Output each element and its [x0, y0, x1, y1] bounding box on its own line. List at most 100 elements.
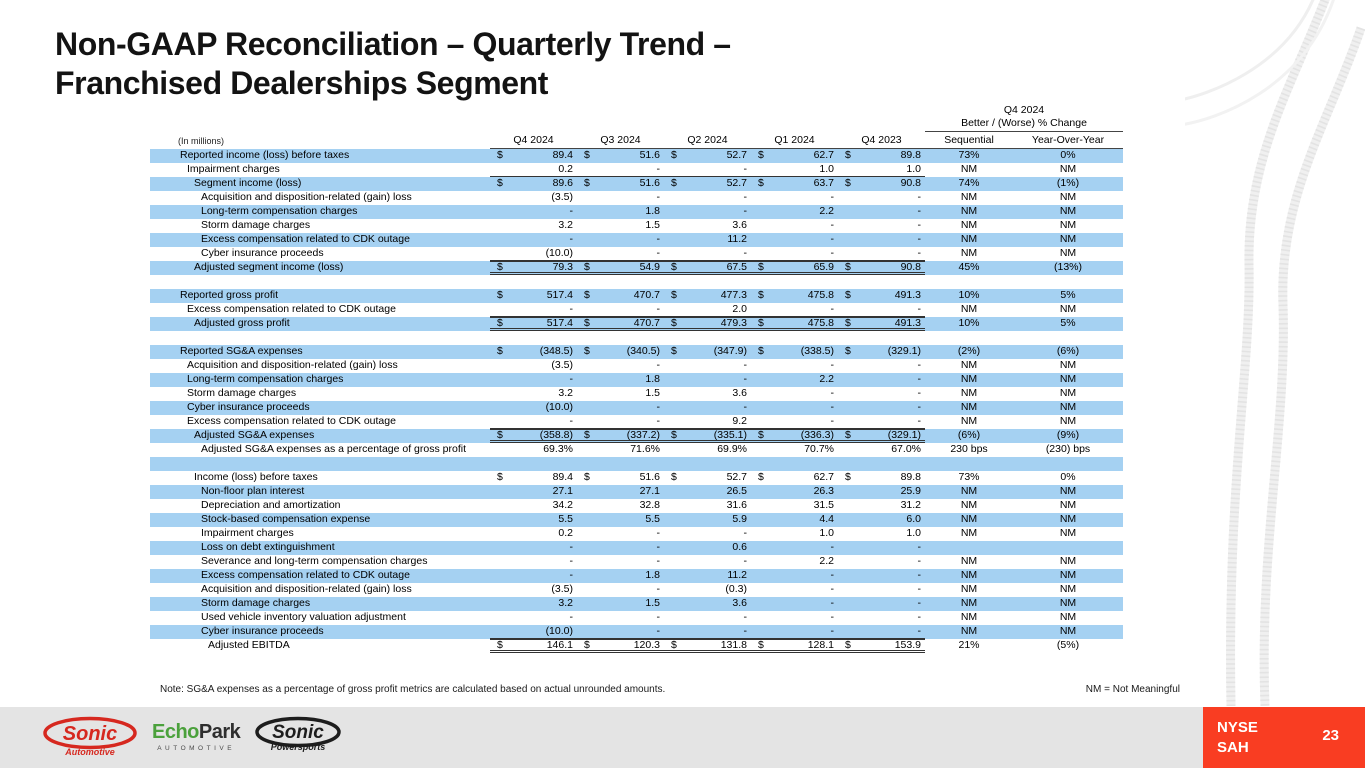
tire-tracks-graphic	[1185, 0, 1365, 706]
yoy-cell: (1%)	[1056, 177, 1080, 189]
value-cell: 5.5	[645, 513, 660, 525]
sequential-cell: NM	[960, 401, 978, 413]
yoy-cell: NM	[1059, 555, 1077, 567]
table-row: Adjusted gross profit $517.4 $470.7 $479.3 $…	[150, 317, 1123, 331]
value-cell: -	[656, 247, 661, 259]
quarter-column-header: Q1 2024	[774, 134, 815, 146]
value-cell: -	[917, 569, 922, 581]
value-cell: -	[743, 163, 748, 175]
value-cell: $ (338.5)	[758, 345, 834, 357]
value-cell: $470.7	[584, 317, 660, 329]
yoy-cell: NM	[1059, 219, 1077, 231]
sequential-cell: NM	[960, 555, 978, 567]
value-cell: 4.4	[819, 513, 834, 525]
table-row: Loss on debt extinguishment - - 0.6 - -	[150, 541, 1123, 555]
yoy-cell: NM	[1059, 359, 1077, 371]
svg-text:Automotive: Automotive	[64, 747, 115, 757]
yoy-cell: NM	[1059, 611, 1077, 623]
row-label: Severance and long-term compensation cha…	[201, 555, 428, 567]
value-cell: $146.1	[497, 639, 573, 651]
value-cell: -	[656, 191, 661, 203]
value-cell: 1.5	[645, 597, 660, 609]
table-row: Non-floor plan interest 27.1 27.1 26.5 26.3 2…	[150, 485, 1123, 499]
value-cell: $89.4	[497, 471, 573, 483]
sequential-cell: NM	[960, 233, 978, 245]
table-row: Excess compensation related to CDK outag…	[150, 303, 1123, 317]
nm-legend: NM = Not Meaningful	[1085, 684, 1180, 695]
change-header: Q4 2024 Better / (Worse) % Change Sequen…	[925, 104, 1123, 149]
value-cell: $52.7	[671, 177, 747, 189]
value-cell: 0.2	[558, 163, 573, 175]
value-cell: 31.6	[726, 499, 747, 511]
value-cell: -	[656, 303, 661, 315]
value-cell: -	[917, 583, 922, 595]
page-number: 23	[1322, 727, 1339, 744]
table-row: Excess compensation related to CDK outag…	[150, 233, 1123, 247]
value-cell: -	[569, 555, 574, 567]
value-cell: -	[569, 303, 574, 315]
value-cell: $120.3	[584, 639, 660, 651]
value-cell: 3.6	[732, 219, 747, 231]
sequential-cell: NM	[960, 611, 978, 623]
echopark-logo: EchoPark AUTOMOTIVE	[152, 720, 241, 752]
value-cell: $52.7	[671, 471, 747, 483]
table-row: Income (loss) before taxes $89.4 $51.6 $52.…	[150, 471, 1123, 485]
value-cell: -	[917, 555, 922, 567]
value-cell: -	[656, 163, 661, 175]
value-cell: $89.6	[497, 177, 573, 189]
quarter-header-row: Q4 2024 Q3 2024 Q2 2024 Q1 2024 Q4 2023	[490, 134, 925, 149]
table-row: Adjusted SG&A expenses $ (358.8) $ (337.2) $(…	[150, 429, 1123, 443]
value-cell: -	[830, 415, 835, 427]
value-cell: -	[743, 247, 748, 259]
value-cell: 32.8	[639, 499, 660, 511]
row-label: Impairment charges	[201, 527, 294, 539]
table-row: Cyber insurance proceeds (10.0) - - - - NM NM	[150, 401, 1123, 415]
sequential-cell: 10%	[958, 317, 980, 329]
change-header-caption: Better / (Worse) % Change	[925, 117, 1123, 132]
row-label: Adjusted SG&A expenses	[194, 429, 315, 441]
value-cell: -	[656, 625, 661, 637]
value-cell: 1.0	[906, 527, 921, 539]
value-cell: $89.8	[845, 149, 921, 161]
row-label: Excess compensation related to CDK outag…	[187, 303, 396, 315]
sequential-column-header: Sequential	[944, 134, 994, 146]
sequential-cell: NM	[960, 513, 978, 525]
value-cell: -	[830, 359, 835, 371]
table-row: Adjusted SG&A expenses as a percentage o…	[150, 443, 1123, 457]
sequential-cell: NM	[960, 527, 978, 539]
value-cell: 1.5	[645, 387, 660, 399]
row-label: Reported income (loss) before taxes	[180, 149, 350, 161]
table-row	[150, 331, 1123, 345]
yoy-cell: NM	[1059, 163, 1077, 175]
value-cell: $ (337.2)	[584, 429, 660, 441]
value-cell: -	[917, 247, 922, 259]
table-row: Reported SG&A expenses $ (348.5) $ (340.5) $(…	[150, 345, 1123, 359]
sequential-cell: 74%	[958, 177, 980, 189]
row-label: Cyber insurance proceeds	[201, 247, 324, 259]
value-cell: -	[830, 219, 835, 231]
svg-text:Powersports: Powersports	[271, 742, 326, 752]
value-cell: 5.5	[558, 513, 573, 525]
value-cell: 1.5	[645, 219, 660, 231]
value-cell: 69.3%	[543, 443, 573, 455]
yoy-cell: NM	[1059, 205, 1077, 217]
row-label: Reported gross profit	[180, 289, 279, 301]
value-cell: 34.2	[552, 499, 573, 511]
value-cell: 3.2	[558, 387, 573, 399]
sequential-cell: (6%)	[957, 429, 981, 441]
value-cell: -	[830, 597, 835, 609]
table-row: Long-term compensation charges - 1.8 - 2.2 - N…	[150, 373, 1123, 387]
table-row: Adjusted EBITDA $146.1 $120.3 $131.8 $128.1 $…	[150, 639, 1123, 653]
row-label: Reported SG&A expenses	[180, 345, 303, 357]
ticker-symbol: SAH	[1217, 739, 1249, 756]
table-row: Acquisition and disposition-related (gai…	[150, 359, 1123, 373]
value-cell: $54.9	[584, 261, 660, 273]
row-label: Acquisition and disposition-related (gai…	[187, 359, 398, 371]
value-cell: 3.6	[732, 597, 747, 609]
sequential-cell: (2%)	[957, 345, 981, 357]
value-cell: -	[743, 555, 748, 567]
row-label: Adjusted EBITDA	[208, 639, 290, 651]
stock-ticker-badge: NYSE SAH 23	[1203, 707, 1365, 768]
value-cell: $ (340.5)	[584, 345, 660, 357]
yoy-cell: (230) bps	[1045, 443, 1091, 455]
